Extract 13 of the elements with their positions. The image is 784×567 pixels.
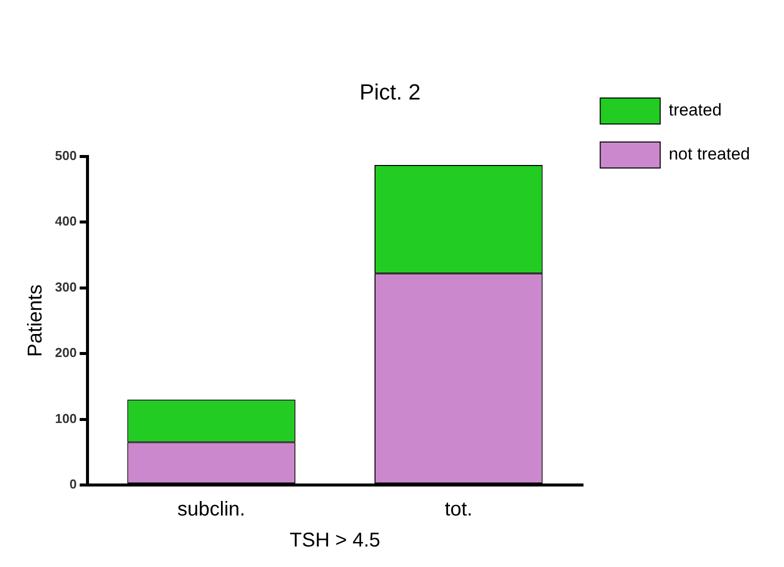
x-axis-title: TSH > 4.5 (290, 530, 380, 552)
x-tick-label: tot. (444, 498, 472, 521)
x-tick-label: subclin. (177, 498, 246, 521)
y-tick-label: 500 (54, 148, 77, 163)
y-tick-label: 200 (54, 345, 77, 360)
y-tick-label: 0 (69, 476, 77, 492)
y-tick-label: 100 (54, 410, 77, 426)
chart-title: Pict. 2 (359, 79, 421, 104)
legend-label: treated (668, 100, 722, 120)
legend-label: not treated (668, 144, 750, 164)
y-tick-label: 300 (54, 279, 77, 294)
y-tick-label: 400 (54, 214, 77, 229)
y-axis-title: Patients (24, 284, 47, 357)
